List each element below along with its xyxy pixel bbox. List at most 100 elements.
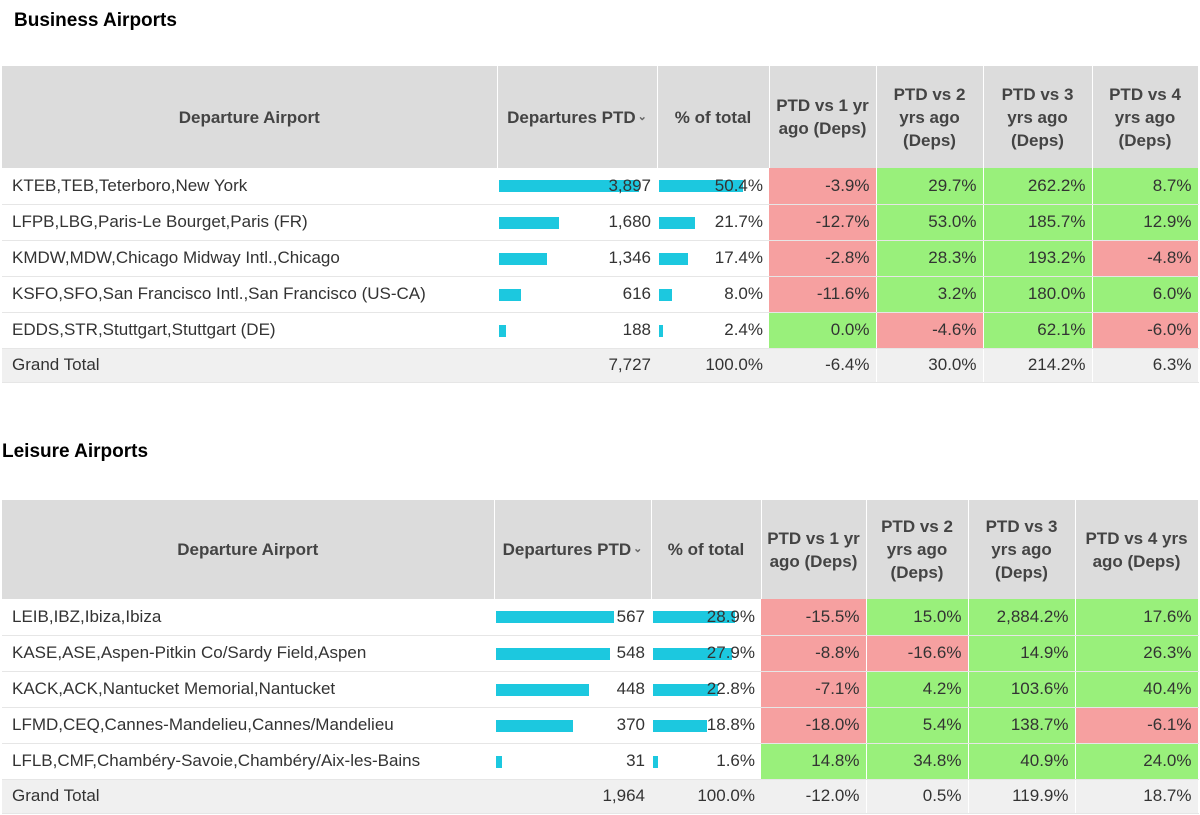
total-change-vs4: 6.3% bbox=[1092, 348, 1199, 383]
airport-name[interactable]: KACK,ACK,Nantucket Memorial,Nantucket bbox=[2, 671, 494, 708]
header-departures-label: Departures PTD bbox=[507, 107, 636, 127]
change-vs3: 62.1% bbox=[983, 312, 1093, 349]
departures-bar bbox=[499, 324, 506, 337]
departures-value: 1,680 bbox=[608, 212, 651, 231]
total-change-vs1: -12.0% bbox=[761, 779, 867, 814]
total-change-vs3: 119.9% bbox=[968, 779, 1076, 814]
departures-cell: 1,680 bbox=[497, 204, 657, 241]
change-vs3: 262.2% bbox=[983, 168, 1093, 205]
change-vs3: 138.7% bbox=[968, 707, 1076, 744]
departures-value: 616 bbox=[622, 284, 651, 303]
airport-name[interactable]: KTEB,TEB,Teterboro,New York bbox=[2, 168, 497, 205]
airport-name[interactable]: EDDS,STR,Stuttgart,Stuttgart (DE) bbox=[2, 312, 497, 349]
pct-bar bbox=[653, 755, 658, 768]
departures-value: 567 bbox=[616, 606, 645, 626]
pct-value: 50.4% bbox=[714, 175, 763, 195]
change-vs4: 24.0% bbox=[1075, 743, 1199, 780]
business-airports-table: Departure Airport Departures PTD ⌄ % of t… bbox=[2, 66, 1199, 383]
change-vs4: 40.4% bbox=[1075, 671, 1199, 708]
airport-name[interactable]: LEIB,IBZ,Ibiza,Ibiza bbox=[2, 599, 494, 636]
departures-bar bbox=[496, 683, 590, 696]
pct-cell: 18.8% bbox=[651, 707, 761, 744]
header-ptd-vs-4yrs[interactable]: PTD vs 4 yrs ago (Deps) bbox=[1075, 500, 1199, 599]
table-row[interactable]: KSFO,SFO,San Francisco Intl.,San Francis… bbox=[2, 276, 1199, 313]
change-vs4: -6.1% bbox=[1075, 707, 1199, 744]
airport-name[interactable]: LFLB,CMF,Chambéry-Savoie,Chambéry/Aix-le… bbox=[2, 743, 494, 780]
change-vs3: 103.6% bbox=[968, 671, 1076, 708]
change-vs1: -18.0% bbox=[761, 707, 867, 744]
departures-bar bbox=[496, 611, 614, 623]
change-vs4: 17.6% bbox=[1075, 599, 1199, 636]
departures-cell: 616 bbox=[497, 276, 657, 313]
change-vs3: 14.9% bbox=[968, 635, 1076, 672]
change-vs1: 0.0% bbox=[769, 312, 877, 349]
pct-cell: 2.4% bbox=[657, 312, 769, 349]
departures-value: 548 bbox=[616, 643, 645, 662]
departures-cell: 3,897 bbox=[497, 168, 657, 205]
change-vs2: 29.7% bbox=[876, 168, 984, 205]
pct-cell: 28.9% bbox=[651, 599, 761, 636]
header-ptd-vs-2yrs[interactable]: PTD vs 2 yrs ago (Deps) bbox=[876, 66, 984, 168]
change-vs1: -2.8% bbox=[769, 240, 877, 277]
departures-bar bbox=[496, 755, 503, 768]
change-vs2: 5.4% bbox=[866, 707, 969, 744]
pct-value: 22.8% bbox=[706, 679, 755, 698]
departures-bar bbox=[496, 647, 610, 660]
pct-bar bbox=[653, 719, 707, 732]
change-vs3: 193.2% bbox=[983, 240, 1093, 277]
header-departure-airport[interactable]: Departure Airport bbox=[2, 500, 495, 599]
change-vs1: -7.1% bbox=[761, 671, 867, 708]
header-ptd-vs-2yrs[interactable]: PTD vs 2 yrs ago (Deps) bbox=[866, 500, 969, 599]
departures-bar bbox=[499, 216, 560, 229]
total-change-vs3: 214.2% bbox=[983, 348, 1093, 383]
header-pct-total[interactable]: % of total bbox=[651, 500, 762, 599]
airport-name[interactable]: KASE,ASE,Aspen-Pitkin Co/Sardy Field,Asp… bbox=[2, 635, 494, 672]
table-row[interactable]: LFLB,CMF,Chambéry-Savoie,Chambéry/Aix-le… bbox=[2, 743, 1199, 780]
table-row[interactable]: LFPB,LBG,Paris-Le Bourget,Paris (FR) 1,68… bbox=[2, 204, 1199, 241]
departures-value: 370 bbox=[616, 715, 645, 734]
grand-total-row: Grand Total 1,964 100.0% -12.0% 0.5% 119.9% 18… bbox=[2, 779, 1199, 814]
header-ptd-vs-1yr[interactable]: PTD vs 1 yr ago (Deps) bbox=[761, 500, 867, 599]
airport-name[interactable]: KMDW,MDW,Chicago Midway Intl.,Chicago bbox=[2, 240, 497, 277]
total-change-vs2: 0.5% bbox=[866, 779, 969, 814]
header-departures-ptd[interactable]: Departures PTD ⌄ bbox=[494, 500, 652, 599]
change-vs2: 15.0% bbox=[866, 599, 969, 636]
change-vs1: -11.6% bbox=[769, 276, 877, 313]
sort-chevron-icon[interactable]: ⌄ bbox=[633, 543, 643, 555]
pct-bar bbox=[659, 252, 688, 265]
header-ptd-vs-3yrs[interactable]: PTD vs 3 yrs ago (Deps) bbox=[968, 500, 1076, 599]
table-row[interactable]: KMDW,MDW,Chicago Midway Intl.,Chicago 1,3… bbox=[2, 240, 1199, 277]
airport-name[interactable]: KSFO,SFO,San Francisco Intl.,San Francis… bbox=[2, 276, 497, 313]
header-ptd-vs-4yrs[interactable]: PTD vs 4 yrs ago (Deps) bbox=[1092, 66, 1199, 168]
change-vs3: 2,884.2% bbox=[968, 599, 1076, 636]
table-row[interactable]: EDDS,STR,Stuttgart,Stuttgart (DE) 188 2.4%… bbox=[2, 312, 1199, 349]
airport-name[interactable]: LFMD,CEQ,Cannes-Mandelieu,Cannes/Mandeli… bbox=[2, 707, 494, 744]
table-row[interactable]: LFMD,CEQ,Cannes-Mandelieu,Cannes/Mandeli… bbox=[2, 707, 1199, 744]
departures-value: 448 bbox=[616, 679, 645, 698]
departures-cell: 370 bbox=[494, 707, 651, 744]
table-row[interactable]: KACK,ACK,Nantucket Memorial,Nantucket 448… bbox=[2, 671, 1199, 708]
table-row[interactable]: LEIB,IBZ,Ibiza,Ibiza 567 28.9% -15.5% 15.0% 2… bbox=[2, 599, 1199, 636]
pct-bar bbox=[659, 288, 673, 301]
departures-bar bbox=[499, 180, 639, 192]
pct-value: 28.9% bbox=[706, 606, 755, 626]
header-departures-ptd[interactable]: Departures PTD ⌄ bbox=[497, 66, 658, 168]
total-change-vs2: 30.0% bbox=[876, 348, 984, 383]
leisure-airports-table: Departure Airport Departures PTD ⌄ % of t… bbox=[2, 500, 1199, 814]
header-departure-airport[interactable]: Departure Airport bbox=[2, 66, 498, 168]
change-vs2: 28.3% bbox=[876, 240, 984, 277]
header-pct-total[interactable]: % of total bbox=[657, 66, 770, 168]
total-pct: 100.0% bbox=[657, 348, 769, 383]
header-ptd-vs-1yr[interactable]: PTD vs 1 yr ago (Deps) bbox=[769, 66, 877, 168]
header-ptd-vs-3yrs[interactable]: PTD vs 3 yrs ago (Deps) bbox=[983, 66, 1093, 168]
table-row[interactable]: KASE,ASE,Aspen-Pitkin Co/Sardy Field,Asp… bbox=[2, 635, 1199, 672]
departures-value: 31 bbox=[626, 751, 645, 770]
airport-name[interactable]: LFPB,LBG,Paris-Le Bourget,Paris (FR) bbox=[2, 204, 497, 241]
table-row[interactable]: KTEB,TEB,Teterboro,New York 3,897 50.4% -3.… bbox=[2, 168, 1199, 205]
pct-value: 17.4% bbox=[714, 248, 763, 267]
change-vs1: -3.9% bbox=[769, 168, 877, 205]
pct-cell: 21.7% bbox=[657, 204, 769, 241]
pct-cell: 17.4% bbox=[657, 240, 769, 277]
change-vs1: -8.8% bbox=[761, 635, 867, 672]
sort-chevron-icon[interactable]: ⌄ bbox=[637, 110, 647, 123]
